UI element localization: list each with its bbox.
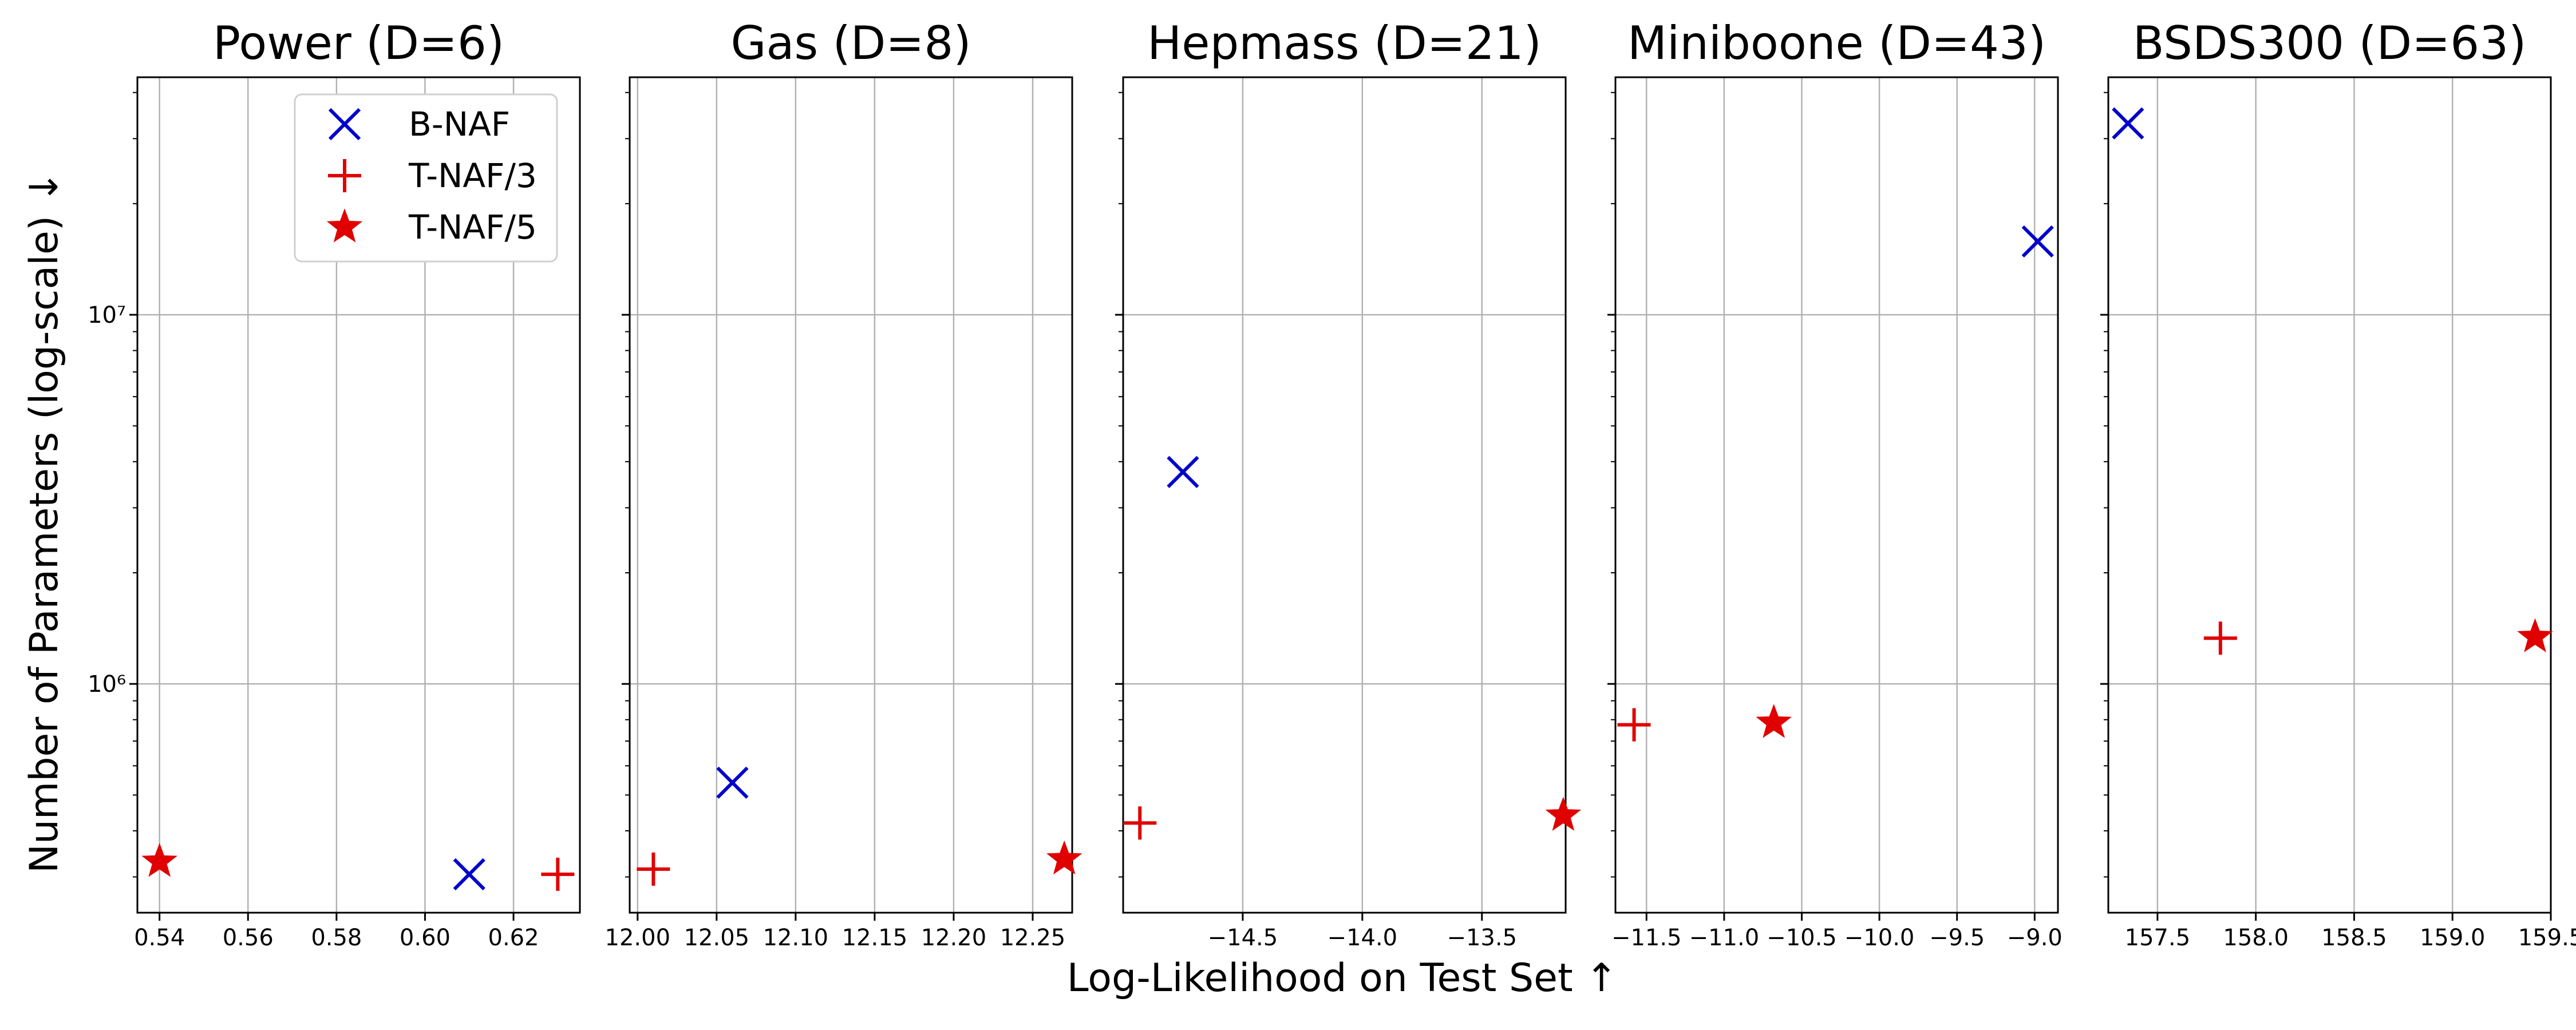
legend-entries: B-NAF T-NAF/3 T-NAF/5 [326, 105, 537, 247]
panel-title: Gas (D=8) [730, 17, 971, 70]
x-tick-label: 12.10 [763, 925, 829, 951]
x-tick-label: 0.58 [311, 925, 362, 951]
marker-t-naf-3 [637, 852, 670, 886]
marker-b-naf [2021, 225, 2054, 258]
marker-t-naf-5 [1046, 840, 1082, 875]
panels: Power (D=6) 0.54 0.56 0.58 0.60 0.62 10⁶ 10⁷ Gas… [88, 17, 2576, 951]
x-tick-label: 12.25 [1000, 925, 1066, 951]
x-tick-label: −10.0 [1844, 925, 1915, 951]
panel-4: Miniboone (D=43) −11.5 −11.0 −10.5 −10.0 −9.5… [1607, 17, 2063, 951]
marker-t-naf-5 [141, 842, 177, 877]
marker-t-naf-3 [2203, 621, 2237, 655]
y-tick-label: 10⁷ [88, 302, 126, 328]
x-tick-label: −11.5 [1611, 925, 1682, 951]
x-tick-label: 158.0 [2223, 925, 2289, 951]
x-tick-label: −9.5 [1929, 925, 1985, 951]
panel-3: Hepmass (D=21) −14.5 −14.0 −13.5 [1115, 17, 1582, 951]
x-tick-label: −14.5 [1208, 925, 1278, 951]
x-tick-label: 0.62 [488, 925, 539, 951]
legend-marker-t-naf-5 [326, 208, 363, 243]
x-axis-label: Log-Likelihood on Test Set ↑ [1067, 956, 1618, 1001]
x-tick-label: −10.5 [1767, 925, 1837, 951]
x-tick-label: 12.05 [684, 925, 750, 951]
x-tick-label: 159.5 [2518, 925, 2576, 951]
legend-label: T-NAF/3 [408, 156, 537, 195]
legend-marker-b-naf [328, 108, 361, 141]
legend-label: T-NAF/5 [408, 208, 537, 247]
marker-b-naf [1167, 455, 1199, 488]
panel-1: Power (D=6) 0.54 0.56 0.58 0.60 0.62 10⁶ 10⁷ [88, 17, 581, 951]
panel-title: Hepmass (D=21) [1147, 17, 1542, 70]
x-tick-label: 0.56 [223, 925, 274, 951]
x-tick-label: 158.5 [2321, 925, 2387, 951]
marker-t-naf-5 [1545, 797, 1582, 831]
panel-frame [2107, 76, 2552, 914]
panel-2: Gas (D=8) 12.00 12.05 12.10 12.15 12.20 12.25 [605, 17, 1082, 951]
x-tick-label: 157.5 [2125, 925, 2191, 951]
x-tick-label: −11.0 [1689, 925, 1760, 951]
x-tick-label: −9.0 [2007, 925, 2063, 951]
legend-label: B-NAF [409, 105, 510, 144]
legend-frame [294, 93, 558, 263]
panel-frame [136, 76, 581, 914]
marker-t-naf-5 [2517, 618, 2553, 652]
x-tick-label: 12.15 [842, 925, 908, 951]
legend-marker-t-naf-3 [328, 159, 361, 192]
marker-b-naf [453, 858, 485, 890]
marker-t-naf-3 [1123, 806, 1157, 840]
x-tick-label: 0.60 [400, 925, 451, 951]
x-tick-label: −14.0 [1327, 925, 1398, 951]
panel-title: BSDS300 (D=63) [2133, 17, 2527, 70]
y-tick-label: 10⁶ [88, 671, 126, 698]
marker-b-naf [716, 766, 749, 799]
panel-title: Power (D=6) [213, 17, 504, 70]
panel-frame [1122, 76, 1567, 914]
marker-t-naf-3 [541, 857, 575, 891]
panel-title: Miniboone (D=43) [1627, 17, 2046, 70]
x-tick-label: 0.54 [134, 925, 185, 951]
x-tick-label: 12.20 [921, 925, 987, 951]
marker-t-naf-3 [1617, 708, 1651, 742]
x-tick-label: 12.00 [605, 925, 671, 951]
panel-5: BSDS300 (D=63) 157.5 158.0 158.5 159.0 159.5 [2100, 17, 2576, 951]
panel-frame [629, 76, 1073, 914]
x-tick-label: 159.0 [2420, 925, 2486, 951]
x-tick-label: −13.5 [1447, 925, 1517, 951]
marker-b-naf [2112, 107, 2144, 140]
legend: B-NAF T-NAF/3 T-NAF/5 [294, 93, 558, 263]
marker-t-naf-5 [1756, 704, 1792, 738]
y-axis-label: Number of Parameters (log-scale) ↓ [22, 171, 67, 873]
panel-frame [1614, 76, 2059, 914]
